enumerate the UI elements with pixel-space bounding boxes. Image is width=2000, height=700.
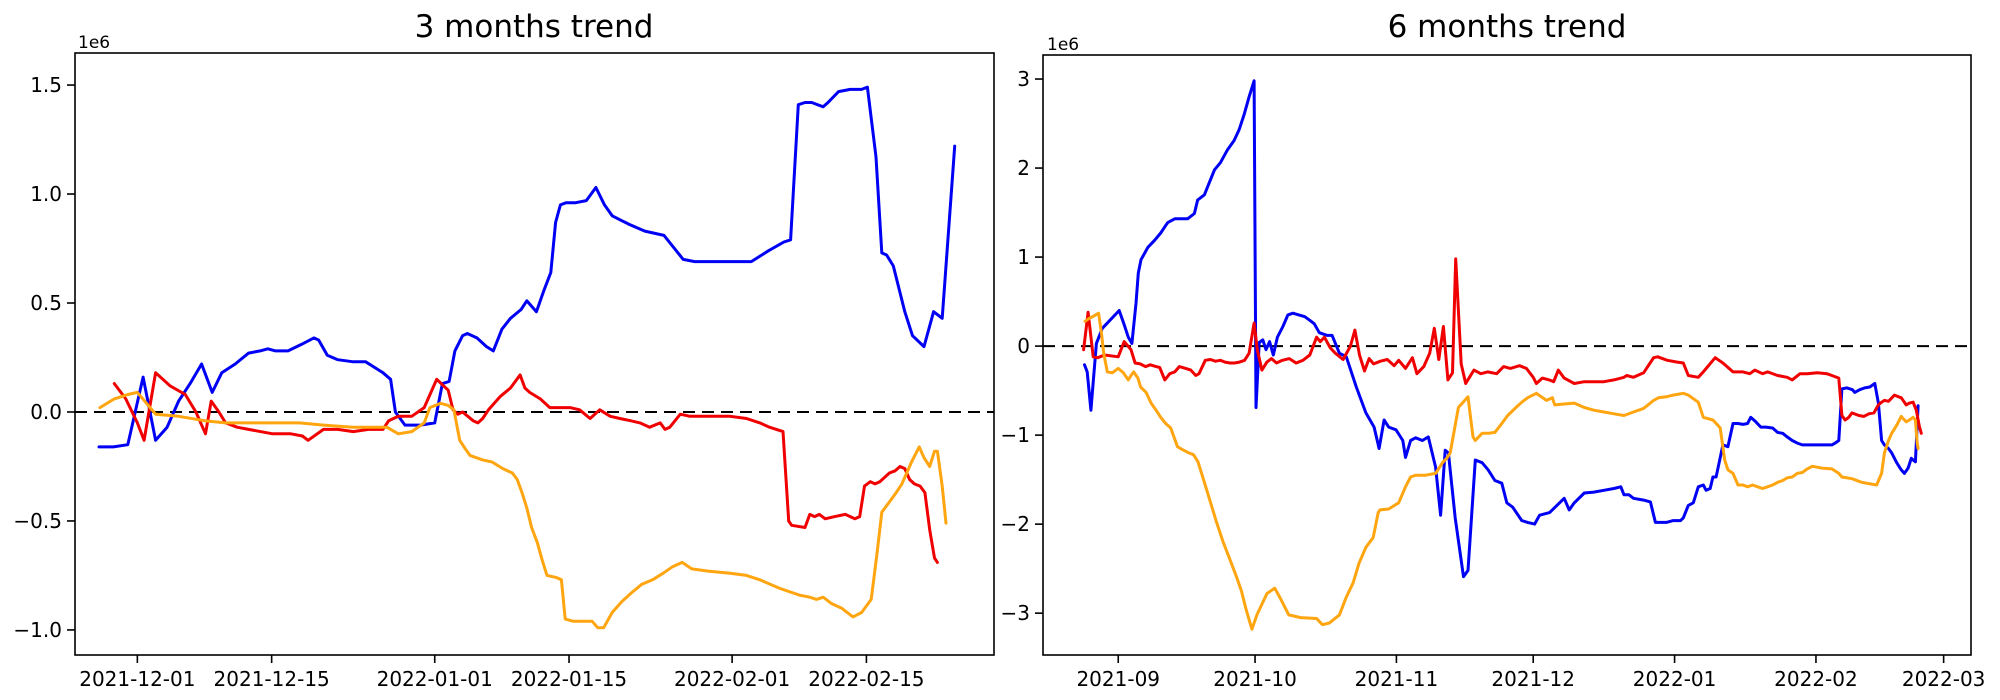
line-series-red	[112, 371, 939, 564]
x-tick-label: 2022-03	[1902, 667, 1986, 691]
y-tick-label: 1.0	[30, 182, 62, 206]
y-tick-label: −1.0	[13, 618, 62, 642]
x-tick-label: 2021-11	[1355, 667, 1439, 691]
y-tick-label: −2	[1001, 512, 1030, 536]
x-tick-label: 2022-02	[1774, 667, 1858, 691]
line-series-red	[1082, 257, 1923, 435]
plot-frame	[1042, 54, 1972, 656]
chart-6-months-trend: 2021-09 2021-10 2021-11 2021-12 2022-01 2022-…	[1001, 54, 1986, 691]
y-tick-label: 0.0	[30, 400, 62, 424]
y-tick-label: 1.5	[30, 73, 62, 97]
x-tick-label: 2022-01-01	[377, 667, 493, 691]
right-axis-offset-label: 1e6	[1047, 35, 1079, 55]
y-tick-label: 0	[1017, 334, 1030, 358]
left-chart-title: 3 months trend	[415, 9, 654, 45]
y-tick-label: −3	[1001, 601, 1030, 625]
x-tick-label: 2021-12-01	[79, 667, 195, 691]
y-tick-label: −0.5	[13, 509, 62, 533]
line-series-blue	[97, 85, 957, 449]
x-tick-label: 2021-10	[1213, 667, 1297, 691]
x-tick-label: 2022-02-15	[808, 667, 924, 691]
y-tick-label: 1	[1017, 245, 1030, 269]
plot-frame	[74, 52, 995, 656]
chart-3-months-trend: 2021-12-01 2021-12-15 2022-01-01 2022-01-15…	[13, 52, 995, 691]
x-tick-label: 2021-12-15	[214, 667, 330, 691]
left-axis-offset-label: 1e6	[78, 33, 110, 53]
y-tick-label: 2	[1017, 156, 1030, 180]
x-tick-label: 2021-12	[1491, 667, 1575, 691]
y-tick-label: 0.5	[30, 291, 62, 315]
x-tick-label: 2021-09	[1076, 667, 1160, 691]
y-tick-label: −1	[1001, 423, 1030, 447]
x-tick-label: 2022-01	[1633, 667, 1717, 691]
plots-layer: 2021-12-01 2021-12-15 2022-01-01 2022-01-15…	[13, 52, 1986, 691]
x-tick-label: 2022-01-15	[511, 667, 627, 691]
right-chart-title: 6 months trend	[1388, 9, 1627, 45]
y-tick-label: 3	[1017, 67, 1030, 91]
x-tick-label: 2022-02-01	[674, 667, 790, 691]
line-series-blue	[1083, 79, 1920, 579]
line-series-orange	[1083, 311, 1920, 631]
line-series-orange	[98, 390, 948, 630]
